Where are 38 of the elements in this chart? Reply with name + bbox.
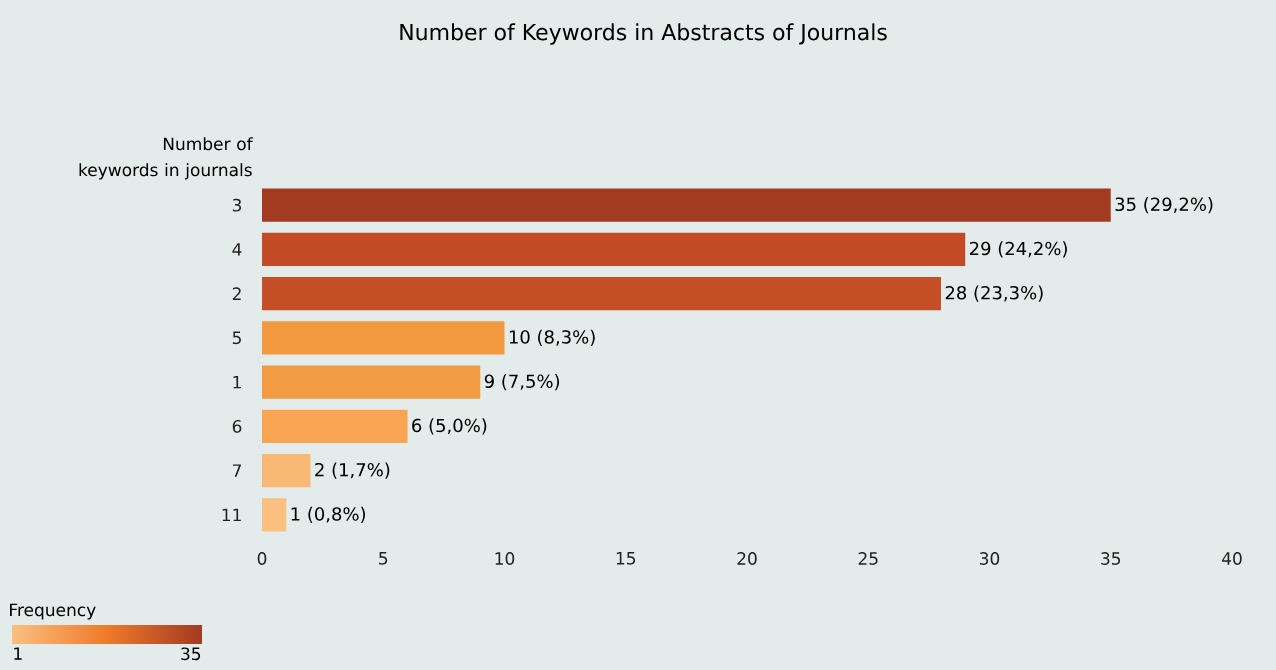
y-tick-label: 3 <box>232 198 242 212</box>
x-tick-label: 10 <box>495 552 515 565</box>
data-label: 28 (23,3%) <box>945 285 1043 302</box>
x-tick-label: 40 <box>1221 552 1242 565</box>
y-tick-label: 11 <box>222 508 241 522</box>
bar <box>262 454 311 488</box>
x-tick-label: 25 <box>858 552 878 565</box>
data-label: 2 (1,7%) <box>315 462 390 479</box>
x-tick-label: 15 <box>616 552 636 565</box>
data-label: 9 (7,5%) <box>484 374 560 391</box>
bar <box>262 409 408 443</box>
color-bar-label: 1 <box>14 647 22 660</box>
data-label: 6 (5,0%) <box>412 418 487 435</box>
data-label: 10 (8,3%) <box>509 329 595 346</box>
data-label: 1 (0,8%) <box>291 506 366 523</box>
y-tick-label: 4 <box>232 243 242 256</box>
data-label: 29 (24,2%) <box>969 241 1067 258</box>
bar <box>262 321 505 355</box>
bar <box>262 498 287 532</box>
x-tick-label: 35 <box>1101 552 1121 565</box>
y-axis-title: Number of keywords in journals <box>79 137 253 180</box>
bar <box>262 365 481 399</box>
y-tick-label: 2 <box>232 287 241 300</box>
x-tick-label: 20 <box>737 552 757 565</box>
chart-title: Number of Keywords in Abstracts of Journals <box>400 23 887 45</box>
x-tick-label: 30 <box>979 552 1000 565</box>
bar <box>262 232 966 266</box>
x-tick-label: 5 <box>379 552 388 565</box>
bar <box>262 277 941 311</box>
x-tick-label: 0 <box>257 552 267 565</box>
data-label: 35 (29,2%) <box>1115 197 1213 214</box>
y-tick-label: 5 <box>232 331 241 345</box>
y-tick-label: 7 <box>232 464 241 477</box>
color-bar-label: 35 <box>181 647 201 661</box>
bar <box>262 188 1111 222</box>
y-tick-label: 6 <box>232 419 242 433</box>
color-bar-title: Frequency <box>10 603 96 620</box>
y-tick-label: 1 <box>233 375 241 389</box>
